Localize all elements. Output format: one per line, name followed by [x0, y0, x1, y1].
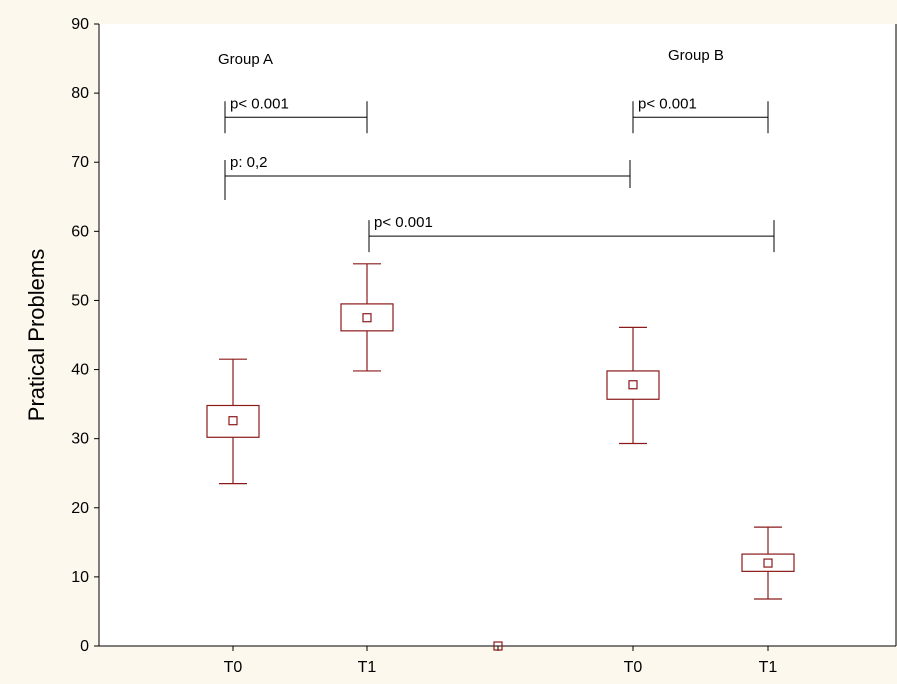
box-rect [606, 370, 660, 400]
axes-layer: 0 10 20 30 40 50 60 70 80 90 T0 T1 T0 T1 [71, 16, 897, 676]
comparison-layer: Group A Group B p< 0.001 p: 0,2 p< 0.001 p< 0… [218, 47, 775, 253]
p-value-annotation: p< 0.001 [230, 95, 289, 112]
mean-marker [763, 558, 773, 568]
group-label: Group A [218, 51, 273, 68]
y-tick-label: 40 [71, 362, 89, 379]
y-axis-label: Pratical Problems [24, 249, 49, 421]
y-tick-label: 10 [71, 569, 89, 586]
y-tick-label: 30 [71, 431, 89, 448]
p-value-annotation: p< 0.001 [638, 95, 697, 112]
p-value-annotation: p< 0.001 [374, 214, 433, 231]
y-tick-label: 70 [71, 154, 89, 171]
mean-marker [493, 641, 503, 651]
plot-area [99, 24, 896, 646]
y-tick-label: 20 [71, 500, 89, 517]
box-rect [741, 553, 795, 572]
box-rect [340, 303, 394, 332]
y-tick-label: 80 [71, 85, 89, 102]
group-label: Group B [668, 47, 724, 64]
x-tick-label: T0 [624, 659, 643, 676]
mean-marker [628, 380, 638, 390]
y-tick-label: 0 [80, 638, 89, 655]
y-tick-label: 50 [71, 292, 89, 309]
x-tick-label: T1 [358, 659, 377, 676]
p-value-annotation: p: 0,2 [230, 154, 268, 171]
box-layer [206, 263, 795, 651]
x-tick-label: T1 [759, 659, 778, 676]
y-tick-label: 60 [71, 223, 89, 240]
mean-marker [362, 313, 372, 323]
y-tick-label: 90 [71, 16, 89, 33]
x-tick-label: T0 [224, 659, 243, 676]
box-rect [206, 404, 260, 438]
mean-marker [228, 416, 238, 426]
